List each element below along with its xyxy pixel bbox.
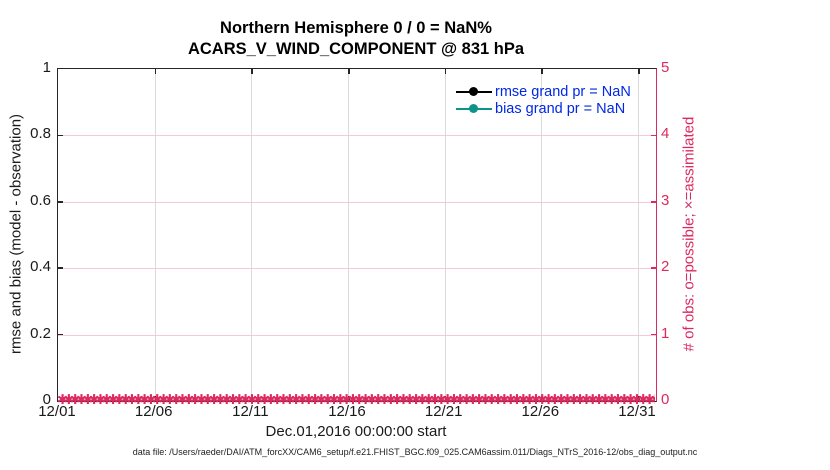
x-gridline (154, 69, 156, 401)
left-y-tick-label: 0.2 (30, 324, 51, 342)
rmse-line-marker-swatch (456, 86, 492, 97)
x-axis-label: Dec.01,2016 00:00:00 start (265, 423, 447, 440)
x-tick-label: 12/06 (134, 403, 173, 420)
x-gridline (348, 69, 349, 401)
x-tick-mark-top (251, 69, 253, 74)
x-tick-mark-top (154, 69, 157, 74)
data-file-path: data file: /Users/raeder/DAI/ATM_forcXX/… (132, 447, 698, 457)
right-y-tick-label: 3 (661, 191, 670, 209)
right-y-tick-mark (651, 333, 656, 336)
left-y-tick-mark (58, 267, 63, 269)
left-y-tick-label: 0.4 (30, 258, 51, 276)
legend: rmse grand pr = NaN bias grand pr = NaN (456, 83, 631, 117)
right-y-tick-label: 5 (661, 59, 670, 76)
x-tick-label: 12/16 (328, 403, 366, 420)
bias-line-marker-swatch (456, 103, 492, 114)
left-y-tick-label: 0.6 (30, 191, 51, 209)
legend-entry-bias: bias grand pr = NaN (456, 100, 631, 117)
legend-label-bias: bias grand pr = NaN (495, 100, 626, 117)
x-tick-mark-bottom (444, 396, 447, 401)
x-tick-label: 12/01 (38, 403, 76, 420)
right-y-tick-label: 0 (661, 391, 670, 408)
x-tick-mark-bottom (348, 396, 350, 401)
left-y-tick-label: 1 (42, 59, 51, 76)
x-gridline (251, 69, 253, 401)
left-y-tick-mark (58, 201, 63, 203)
right-y-tick-mark (651, 201, 656, 203)
y-gridline (58, 135, 656, 137)
x-tick-mark-bottom (251, 396, 253, 401)
chart-title: Northern Hemisphere 0 / 0 = NaN% (220, 19, 492, 37)
y-gridline (58, 201, 656, 203)
x-tick-label: 12/26 (521, 403, 560, 420)
chart-subtitle: ACARS_V_WIND_COMPONENT @ 831 hPa (187, 40, 525, 58)
right-y-tick-mark (651, 267, 656, 269)
right-y-tick-label: 1 (661, 324, 670, 342)
plot-area (57, 68, 657, 402)
obs-zero-marker-band: ✱✱✱✱✱✱✱✱✱✱✱✱✱✱✱✱✱✱✱✱✱✱✱✱✱✱✱✱✱✱✱✱✱✱✱✱✱✱✱✱… (57, 393, 655, 407)
left-y-axis-label: rmse and bias (model - observation) (7, 113, 25, 355)
x-tick-mark-bottom (154, 396, 157, 401)
y-gridline (58, 334, 656, 336)
right-y-tick-mark (651, 134, 656, 137)
right-y-tick-label: 4 (661, 125, 670, 143)
x-tick-label: 12/31 (618, 403, 656, 420)
x-tick-mark-top (541, 69, 543, 74)
legend-entry-rmse: rmse grand pr = NaN (456, 83, 631, 100)
x-gridline (444, 69, 446, 401)
left-y-tick-mark (58, 134, 63, 137)
legend-label-rmse: rmse grand pr = NaN (495, 83, 631, 100)
x-tick-mark-bottom (638, 396, 640, 401)
left-y-tick-mark (58, 333, 63, 336)
x-tick-mark-top (348, 69, 350, 74)
x-gridline (541, 69, 543, 401)
x-tick-mark-bottom (541, 396, 543, 401)
left-y-tick-label: 0.8 (30, 125, 51, 143)
x-tick-label: 12/21 (424, 403, 463, 420)
left-y-tick-label: 0 (42, 391, 51, 408)
x-tick-mark-top (444, 69, 447, 74)
x-gridline (638, 69, 639, 401)
right-y-axis-label: # of obs: o=possible; ×=assimilated (680, 116, 698, 352)
x-tick-label: 12/11 (232, 403, 269, 420)
right-y-tick-label: 2 (661, 258, 670, 276)
x-tick-mark-top (638, 69, 640, 74)
y-gridline (58, 268, 656, 270)
